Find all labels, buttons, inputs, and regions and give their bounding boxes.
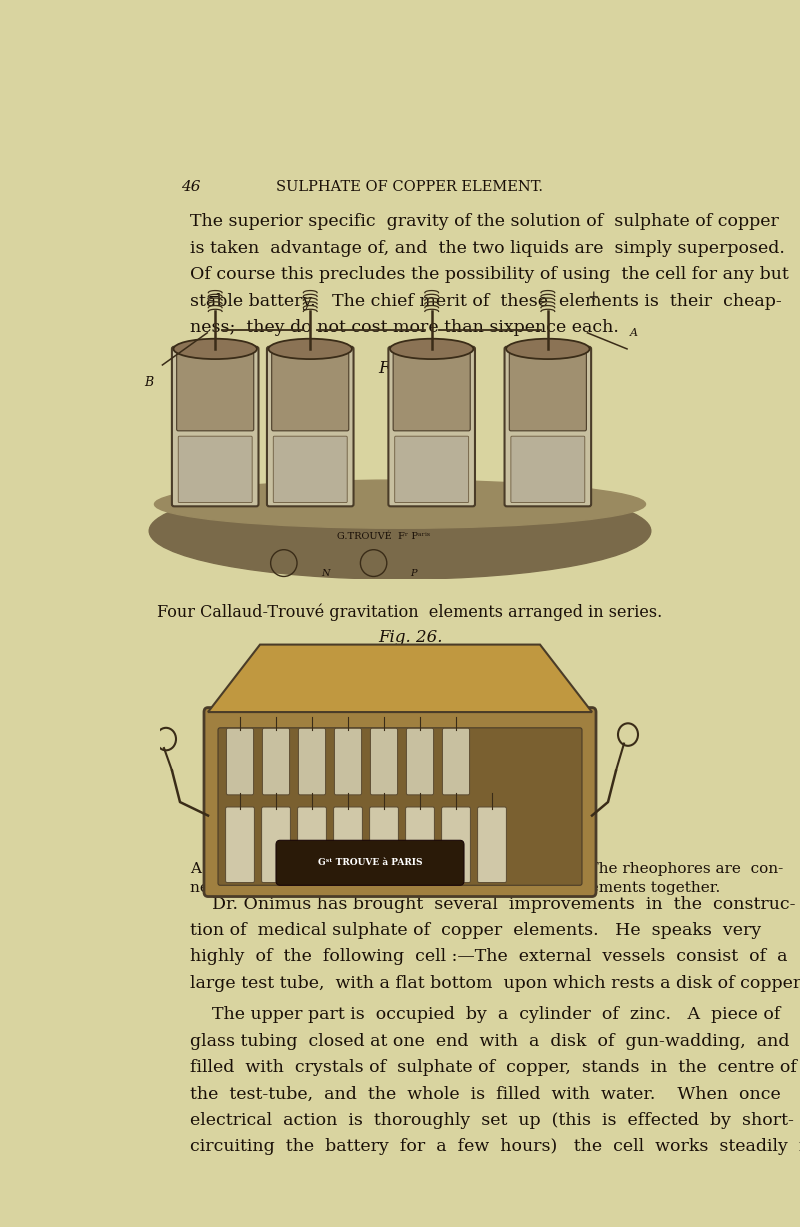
Text: nected by means of clips to the wires binding the elements together.: nected by means of clips to the wires bi… xyxy=(190,881,720,896)
Ellipse shape xyxy=(174,339,257,360)
Text: P: P xyxy=(410,569,417,578)
FancyBboxPatch shape xyxy=(226,729,254,795)
Text: tion of  medical sulphate of  copper  elements.   He  speaks  very: tion of medical sulphate of copper eleme… xyxy=(190,921,761,939)
FancyBboxPatch shape xyxy=(262,807,290,882)
Ellipse shape xyxy=(506,339,590,360)
Text: A battery of 15 Callaud-Trouvé elements in a box.   The rheophores are  con-: A battery of 15 Callaud-Trouvé elements … xyxy=(190,860,783,876)
Text: 46: 46 xyxy=(181,180,200,194)
Text: Dr. Onimus has brought  several  improvements  in  the  construc-: Dr. Onimus has brought several improveme… xyxy=(190,896,795,913)
FancyBboxPatch shape xyxy=(370,807,398,882)
FancyBboxPatch shape xyxy=(272,352,349,431)
Text: electrical  action  is  thoroughly  set  up  (this  is  effected  by  short-: electrical action is thoroughly set up (… xyxy=(190,1112,794,1129)
FancyBboxPatch shape xyxy=(267,347,354,507)
FancyBboxPatch shape xyxy=(276,840,464,886)
FancyBboxPatch shape xyxy=(274,436,347,503)
Ellipse shape xyxy=(390,339,474,360)
Text: B: B xyxy=(144,377,153,389)
FancyBboxPatch shape xyxy=(442,729,470,795)
Text: The superior specific  gravity of the solution of  sulphate of copper: The superior specific gravity of the sol… xyxy=(190,213,778,231)
FancyBboxPatch shape xyxy=(406,807,434,882)
FancyBboxPatch shape xyxy=(388,347,475,507)
Text: Gˢᵗ TROUVE à PARIS: Gˢᵗ TROUVE à PARIS xyxy=(318,858,422,867)
FancyBboxPatch shape xyxy=(204,708,596,897)
Ellipse shape xyxy=(149,482,651,579)
Text: filled  with  crystals of  sulphate of  copper,  stands  in  the  centre of: filled with crystals of sulphate of copp… xyxy=(190,1059,797,1076)
Text: A: A xyxy=(630,328,638,337)
FancyBboxPatch shape xyxy=(393,352,470,431)
FancyBboxPatch shape xyxy=(334,807,362,882)
FancyBboxPatch shape xyxy=(394,436,469,503)
FancyBboxPatch shape xyxy=(370,729,398,795)
FancyBboxPatch shape xyxy=(172,347,258,507)
Ellipse shape xyxy=(154,480,646,529)
FancyBboxPatch shape xyxy=(298,807,326,882)
Text: circuiting  the  battery  for  a  few  hours)   the  cell  works  steadily  for: circuiting the battery for a few hours) … xyxy=(190,1139,800,1156)
FancyBboxPatch shape xyxy=(226,807,254,882)
Text: The upper part is  occupied  by  a  cylinder  of  zinc.   A  piece of: The upper part is occupied by a cylinder… xyxy=(190,1006,780,1023)
FancyBboxPatch shape xyxy=(511,436,585,503)
Text: is taken  advantage of, and  the two liquids are  simply superposed.: is taken advantage of, and the two liqui… xyxy=(190,239,785,256)
FancyBboxPatch shape xyxy=(334,729,362,795)
Text: highly  of  the  following  cell :—The  external  vessels  consist  of  a: highly of the following cell :—The exter… xyxy=(190,948,787,966)
Text: Fig. 25.: Fig. 25. xyxy=(378,360,442,377)
Text: G.TROUVÉ  Fʳ Pᵃʳⁱˢ: G.TROUVÉ Fʳ Pᵃʳⁱˢ xyxy=(337,533,430,541)
Text: ness;  they do not cost more than sixpence each.: ness; they do not cost more than sixpenc… xyxy=(190,319,618,336)
FancyBboxPatch shape xyxy=(262,729,290,795)
Text: Of course this precludes the possibility of using  the cell for any but: Of course this precludes the possibility… xyxy=(190,266,789,283)
FancyBboxPatch shape xyxy=(298,729,326,795)
FancyBboxPatch shape xyxy=(478,807,506,882)
Text: glass tubing  closed at one  end  with  a  disk  of  gun-wadding,  and: glass tubing closed at one end with a di… xyxy=(190,1032,790,1049)
Text: Four Callaud-Trouvé gravitation  elements arranged in series.: Four Callaud-Trouvé gravitation elements… xyxy=(158,604,662,621)
Polygon shape xyxy=(208,644,592,712)
FancyBboxPatch shape xyxy=(178,436,252,503)
Text: the  test-tube,  and  the  whole  is  filled  with  water.    When  once: the test-tube, and the whole is filled w… xyxy=(190,1086,781,1102)
FancyBboxPatch shape xyxy=(406,729,434,795)
Text: N: N xyxy=(321,569,330,578)
FancyBboxPatch shape xyxy=(510,352,586,431)
FancyBboxPatch shape xyxy=(505,347,591,507)
Text: large test tube,  with a flat bottom  upon which rests a disk of copper.: large test tube, with a flat bottom upon… xyxy=(190,975,800,991)
Text: SULPHATE OF COPPER ELEMENT.: SULPHATE OF COPPER ELEMENT. xyxy=(277,180,543,194)
Text: +: + xyxy=(587,290,599,304)
Text: −: − xyxy=(207,290,219,304)
FancyBboxPatch shape xyxy=(218,728,582,886)
Text: Fig. 26.: Fig. 26. xyxy=(378,629,442,647)
Text: stable battery.   The chief merit of  these  elements is  their  cheap-: stable battery. The chief merit of these… xyxy=(190,293,782,309)
FancyBboxPatch shape xyxy=(177,352,254,431)
Ellipse shape xyxy=(269,339,352,360)
FancyBboxPatch shape xyxy=(442,807,470,882)
